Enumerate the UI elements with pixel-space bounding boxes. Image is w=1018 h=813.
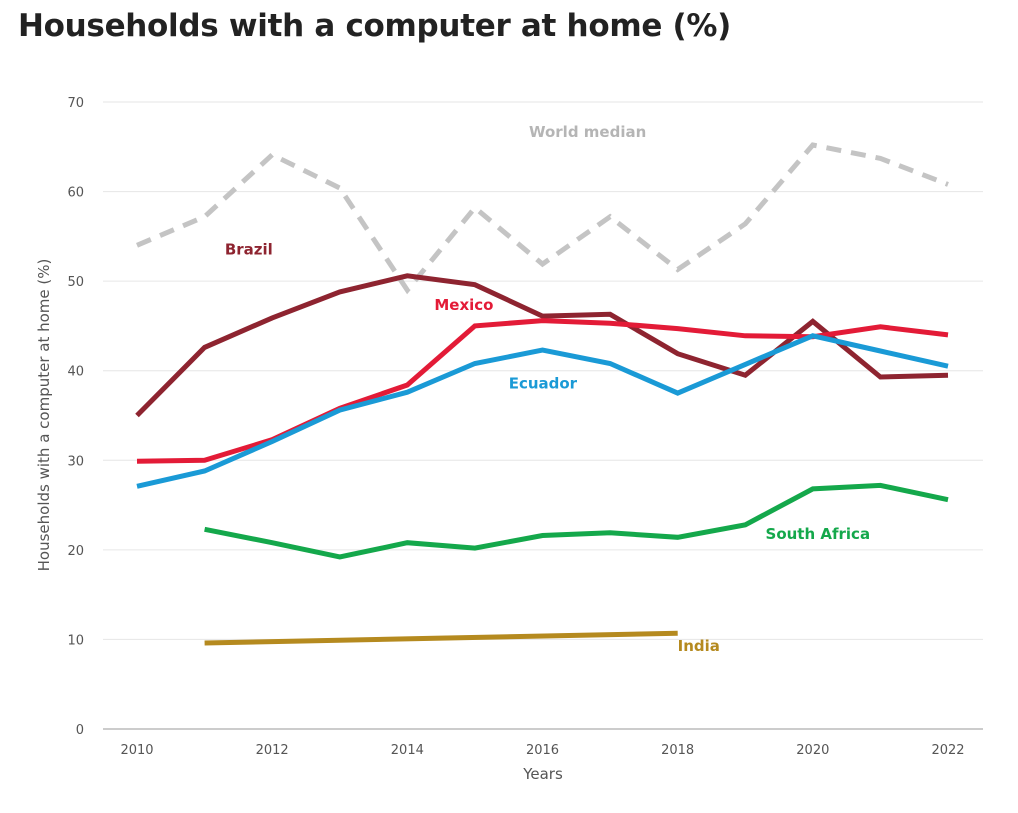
y-axis-title: Households with a computer at home (%): [35, 259, 53, 572]
y-tick-label: 10: [67, 633, 84, 648]
series-labels: World median Brazil Mexico Ecuador South Afr…: [225, 123, 870, 655]
y-tick-label: 0: [76, 723, 84, 738]
series-line-south-africa: [204, 482, 949, 560]
series-label-world-median: World median: [529, 123, 646, 141]
x-tick-label: 2020: [796, 743, 829, 758]
y-tick-label: 40: [67, 365, 84, 380]
series-label-brazil: Brazil: [225, 240, 273, 258]
x-tick-label: 2012: [256, 743, 289, 758]
x-axis-ticks: 2010 2012 2014 2016 2018 2020 2022: [120, 743, 964, 758]
x-tick-label: 2016: [526, 743, 559, 758]
y-tick-label: 30: [67, 454, 84, 469]
series-line-ecuador: [136, 333, 949, 489]
series-label-india: India: [678, 637, 720, 655]
y-tick-label: 20: [67, 544, 84, 559]
y-tick-label: 60: [67, 186, 84, 201]
y-tick-label: 70: [67, 96, 84, 111]
series-label-south-africa: South Africa: [766, 525, 871, 543]
series-label-mexico: Mexico: [434, 296, 493, 314]
series-lines: [135, 142, 949, 646]
y-tick-label: 50: [67, 275, 84, 290]
x-axis-title: Years: [522, 765, 563, 783]
x-tick-label: 2018: [661, 743, 694, 758]
x-tick-label: 2014: [391, 743, 424, 758]
series-label-ecuador: Ecuador: [509, 375, 578, 393]
gridlines: [103, 101, 983, 640]
series-line-world-median: [136, 142, 949, 295]
x-tick-label: 2022: [931, 743, 964, 758]
x-tick-label: 2010: [120, 743, 153, 758]
chart-title: Households with a computer at home (%): [18, 8, 732, 44]
series-line-brazil: [135, 273, 949, 418]
series-line-india: [204, 630, 678, 646]
y-axis-ticks: 0 10 20 30 40 50 60 70: [67, 96, 84, 738]
